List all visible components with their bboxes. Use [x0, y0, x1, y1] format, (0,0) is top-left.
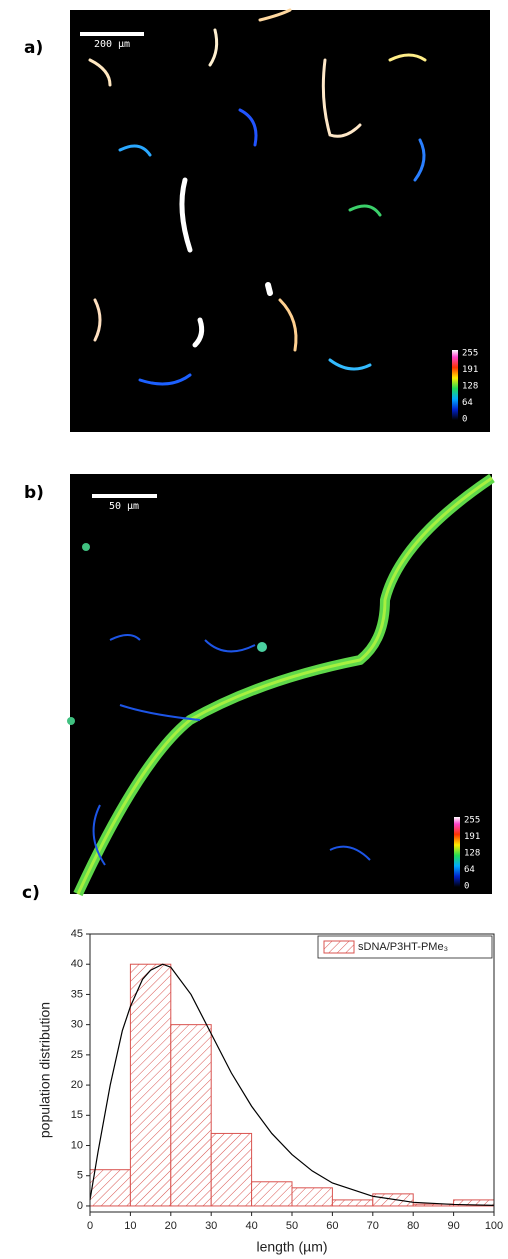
legend-swatch — [323, 940, 355, 954]
colorbar-tick-label: 255 — [462, 349, 478, 359]
legend-label: sDNA/P3HT-PMe₃ — [358, 941, 448, 953]
micrograph-b: 50 µm — [67, 473, 495, 897]
colorbar-tick-label: 64 — [462, 398, 473, 408]
x-tick-label: 90 — [447, 1220, 459, 1232]
y-tick-label: 40 — [71, 958, 83, 970]
x-tick-label: 0 — [87, 1220, 93, 1232]
legend-box — [317, 935, 493, 959]
panel-label: c) — [22, 883, 40, 903]
x-tick-label: 50 — [286, 1220, 298, 1232]
y-tick-label: 0 — [77, 1200, 83, 1212]
x-tick-label: 80 — [407, 1220, 419, 1232]
bar — [89, 1169, 131, 1207]
fit-curve — [89, 963, 495, 1206]
x-tick-label: 40 — [245, 1220, 257, 1232]
micrograph-a: 200 µm — [70, 8, 490, 432]
scale-bar-label: 200 µm — [94, 39, 130, 50]
y-tick-label: 45 — [71, 928, 83, 940]
x-tick-label: 20 — [165, 1220, 177, 1232]
y-tick-label: 10 — [71, 1139, 83, 1151]
y-tick-label: 5 — [77, 1170, 83, 1182]
bar — [291, 1187, 333, 1207]
bar — [210, 1132, 253, 1207]
plot-frame — [89, 933, 495, 1213]
x-tick-label: 10 — [124, 1220, 136, 1232]
x-tick-label: 100 — [485, 1220, 503, 1232]
bar — [251, 1181, 293, 1207]
colorbar-tick-label: 255 — [464, 816, 480, 826]
bar — [170, 1024, 212, 1207]
y-tick-label: 20 — [71, 1079, 83, 1091]
colorbar-tick-label: 0 — [464, 882, 469, 892]
y-tick-label: 15 — [71, 1109, 83, 1121]
x-tick-label: 30 — [205, 1220, 217, 1232]
colorbar-tick-label: 128 — [462, 382, 478, 392]
colorbar-tick-label: 0 — [462, 415, 467, 425]
colorbar-tick-label: 64 — [464, 865, 475, 875]
x-axis-label: length (µm) — [256, 1239, 327, 1255]
y-tick-label: 25 — [71, 1049, 83, 1061]
x-tick-label: 70 — [367, 1220, 379, 1232]
x-tick-label: 60 — [326, 1220, 338, 1232]
y-tick-label: 35 — [71, 988, 83, 1000]
colorbar-tick-label: 191 — [462, 365, 478, 375]
y-tick-label: 30 — [71, 1019, 83, 1031]
scale-bar-label: 50 µm — [109, 501, 139, 512]
colorbar-tick-label: 191 — [464, 832, 480, 842]
y-axis-label: population distribution — [37, 1002, 53, 1138]
colorbar-tick-label: 128 — [464, 849, 480, 859]
bar — [129, 963, 172, 1207]
panel-label: b) — [24, 483, 44, 503]
bar — [331, 1199, 374, 1207]
panel-label: a) — [24, 38, 43, 58]
